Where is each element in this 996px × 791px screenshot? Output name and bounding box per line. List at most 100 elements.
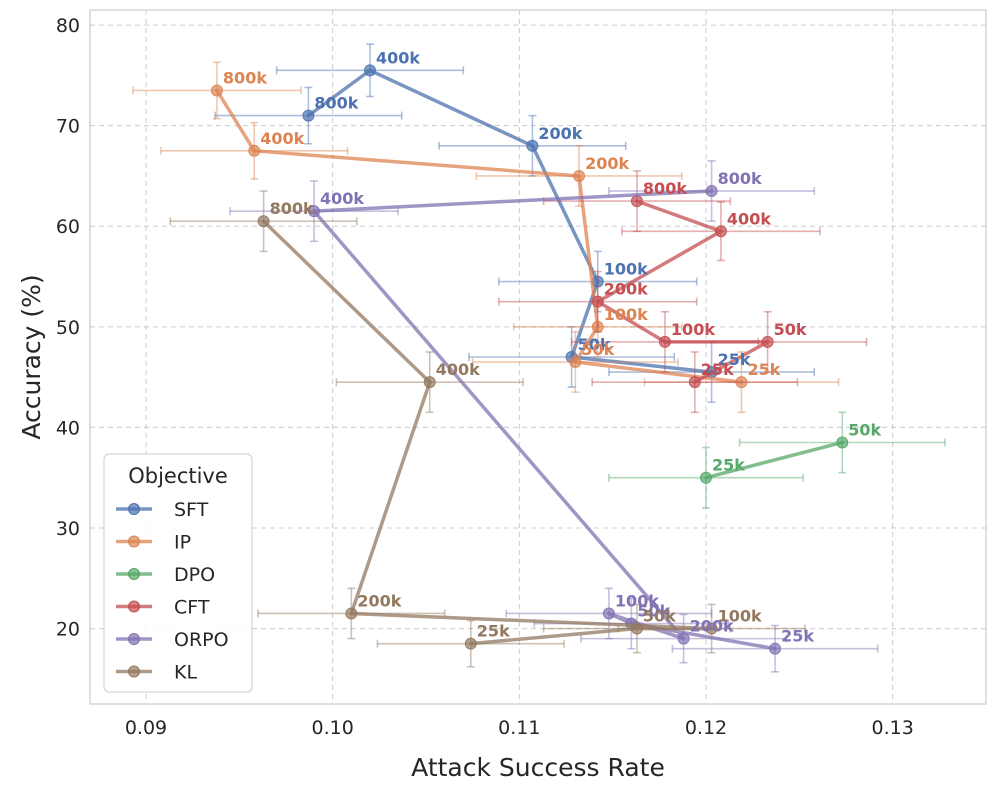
data-point	[688, 376, 701, 389]
point-label: 100k	[718, 607, 762, 626]
data-point	[761, 335, 774, 348]
series-line-sft	[306, 68, 714, 374]
point-label: 25k	[747, 360, 780, 379]
data-point	[569, 356, 582, 369]
point-label: 800k	[643, 179, 687, 198]
y-tick-label: 20	[56, 619, 80, 641]
y-tick-label: 30	[56, 518, 80, 540]
point-label: 50k	[848, 420, 881, 439]
legend-label: DPO	[174, 564, 215, 586]
point-label: 200k	[585, 154, 629, 173]
legend-items: SFT IP DPO CFT ORPO KL	[116, 499, 229, 684]
series-line-cft	[595, 199, 770, 384]
legend-marker	[128, 535, 140, 548]
data-point	[345, 607, 358, 620]
series-line-dpo	[704, 440, 845, 480]
series-line-kl	[261, 219, 714, 646]
series-layer	[132, 43, 946, 673]
point-label: 400k	[727, 209, 771, 228]
data-point	[423, 376, 436, 389]
point-label: 25k	[701, 360, 734, 379]
legend-item-cft: CFT	[116, 597, 210, 619]
series-cft	[497, 170, 868, 414]
y-tick-label: 50	[56, 317, 80, 339]
legend-label: ORPO	[174, 629, 229, 651]
data-point	[248, 144, 261, 157]
data-point	[526, 139, 539, 152]
point-label: 400k	[376, 48, 420, 67]
legend-marker	[128, 665, 140, 678]
y-tick-label: 80	[56, 15, 80, 37]
legend-marker	[128, 600, 140, 613]
point-label: 50k	[581, 340, 614, 359]
y-axis-title: Accuracy (%)	[17, 274, 46, 439]
series-kl	[169, 190, 806, 668]
data-point	[573, 169, 586, 182]
legend-marker	[128, 503, 140, 515]
legend-item-dpo: DPO	[116, 564, 215, 586]
data-point	[630, 195, 643, 208]
point-label: 200k	[604, 280, 648, 299]
data-point	[700, 471, 712, 484]
legend-label: IP	[174, 532, 191, 554]
data-point	[210, 84, 223, 97]
x-axis-title: Attack Success Rate	[411, 753, 665, 782]
data-point	[677, 632, 690, 645]
x-tick-label: 0.10	[312, 717, 354, 739]
point-label: 800k	[270, 199, 314, 218]
data-point	[302, 109, 315, 122]
point-label: 400k	[320, 189, 364, 208]
point-label: 800k	[718, 169, 762, 188]
point-labels: 25k50k100k200k400k800k25k50k100k200k400k…	[223, 48, 882, 645]
point-label: 25k	[781, 627, 814, 646]
data-point	[308, 205, 320, 218]
point-label: 100k	[671, 320, 715, 339]
data-point	[705, 622, 718, 635]
point-label: 100k	[604, 305, 648, 324]
legend-item-orpo: ORPO	[116, 629, 229, 651]
legend-item-sft: SFT	[116, 499, 209, 521]
legend-marker	[128, 568, 140, 580]
series-line-ip	[215, 88, 744, 384]
tick-labels: 0.09 0.10 0.11 0.12 0.13 20 30 40 50 60 70 80	[56, 15, 914, 739]
point-label: 50k	[643, 607, 676, 626]
point-label: 200k	[357, 591, 401, 610]
point-label: 25k	[477, 622, 510, 641]
data-point	[364, 64, 376, 77]
point-label: 25k	[712, 456, 745, 475]
legend: Objective SFT IP DPO CFT ORPO KL	[103, 453, 253, 693]
series-ip	[132, 61, 840, 414]
legend-item-ip: IP	[116, 532, 191, 554]
legend-item-kl: KL	[116, 662, 197, 684]
legend-label: KL	[174, 662, 197, 684]
point-label: 100k	[604, 260, 648, 279]
point-label: 200k	[538, 124, 582, 143]
data-point	[257, 215, 270, 228]
legend-marker	[128, 633, 140, 645]
series-dpo	[608, 411, 946, 509]
x-tick-label: 0.12	[685, 717, 727, 739]
data-point	[769, 642, 782, 655]
y-tick-label: 70	[56, 116, 80, 138]
data-point	[735, 376, 748, 389]
data-point	[591, 295, 604, 308]
point-label: 50k	[774, 320, 807, 339]
data-point	[658, 335, 671, 348]
point-label: 200k	[690, 617, 734, 636]
legend-label: CFT	[174, 597, 210, 619]
point-label: 400k	[260, 129, 304, 148]
data-point	[464, 637, 477, 650]
legend-box	[103, 453, 253, 693]
point-label: 800k	[314, 94, 358, 113]
y-tick-label: 60	[56, 216, 80, 238]
x-tick-label: 0.11	[498, 717, 540, 739]
data-point	[705, 185, 718, 198]
legend-label: SFT	[174, 499, 209, 521]
data-point	[836, 436, 849, 449]
point-label: 400k	[436, 360, 480, 379]
point-label: 800k	[223, 68, 267, 87]
point-label: 25k	[718, 350, 751, 369]
series-sft	[214, 43, 816, 404]
x-tick-label: 0.13	[872, 717, 914, 739]
